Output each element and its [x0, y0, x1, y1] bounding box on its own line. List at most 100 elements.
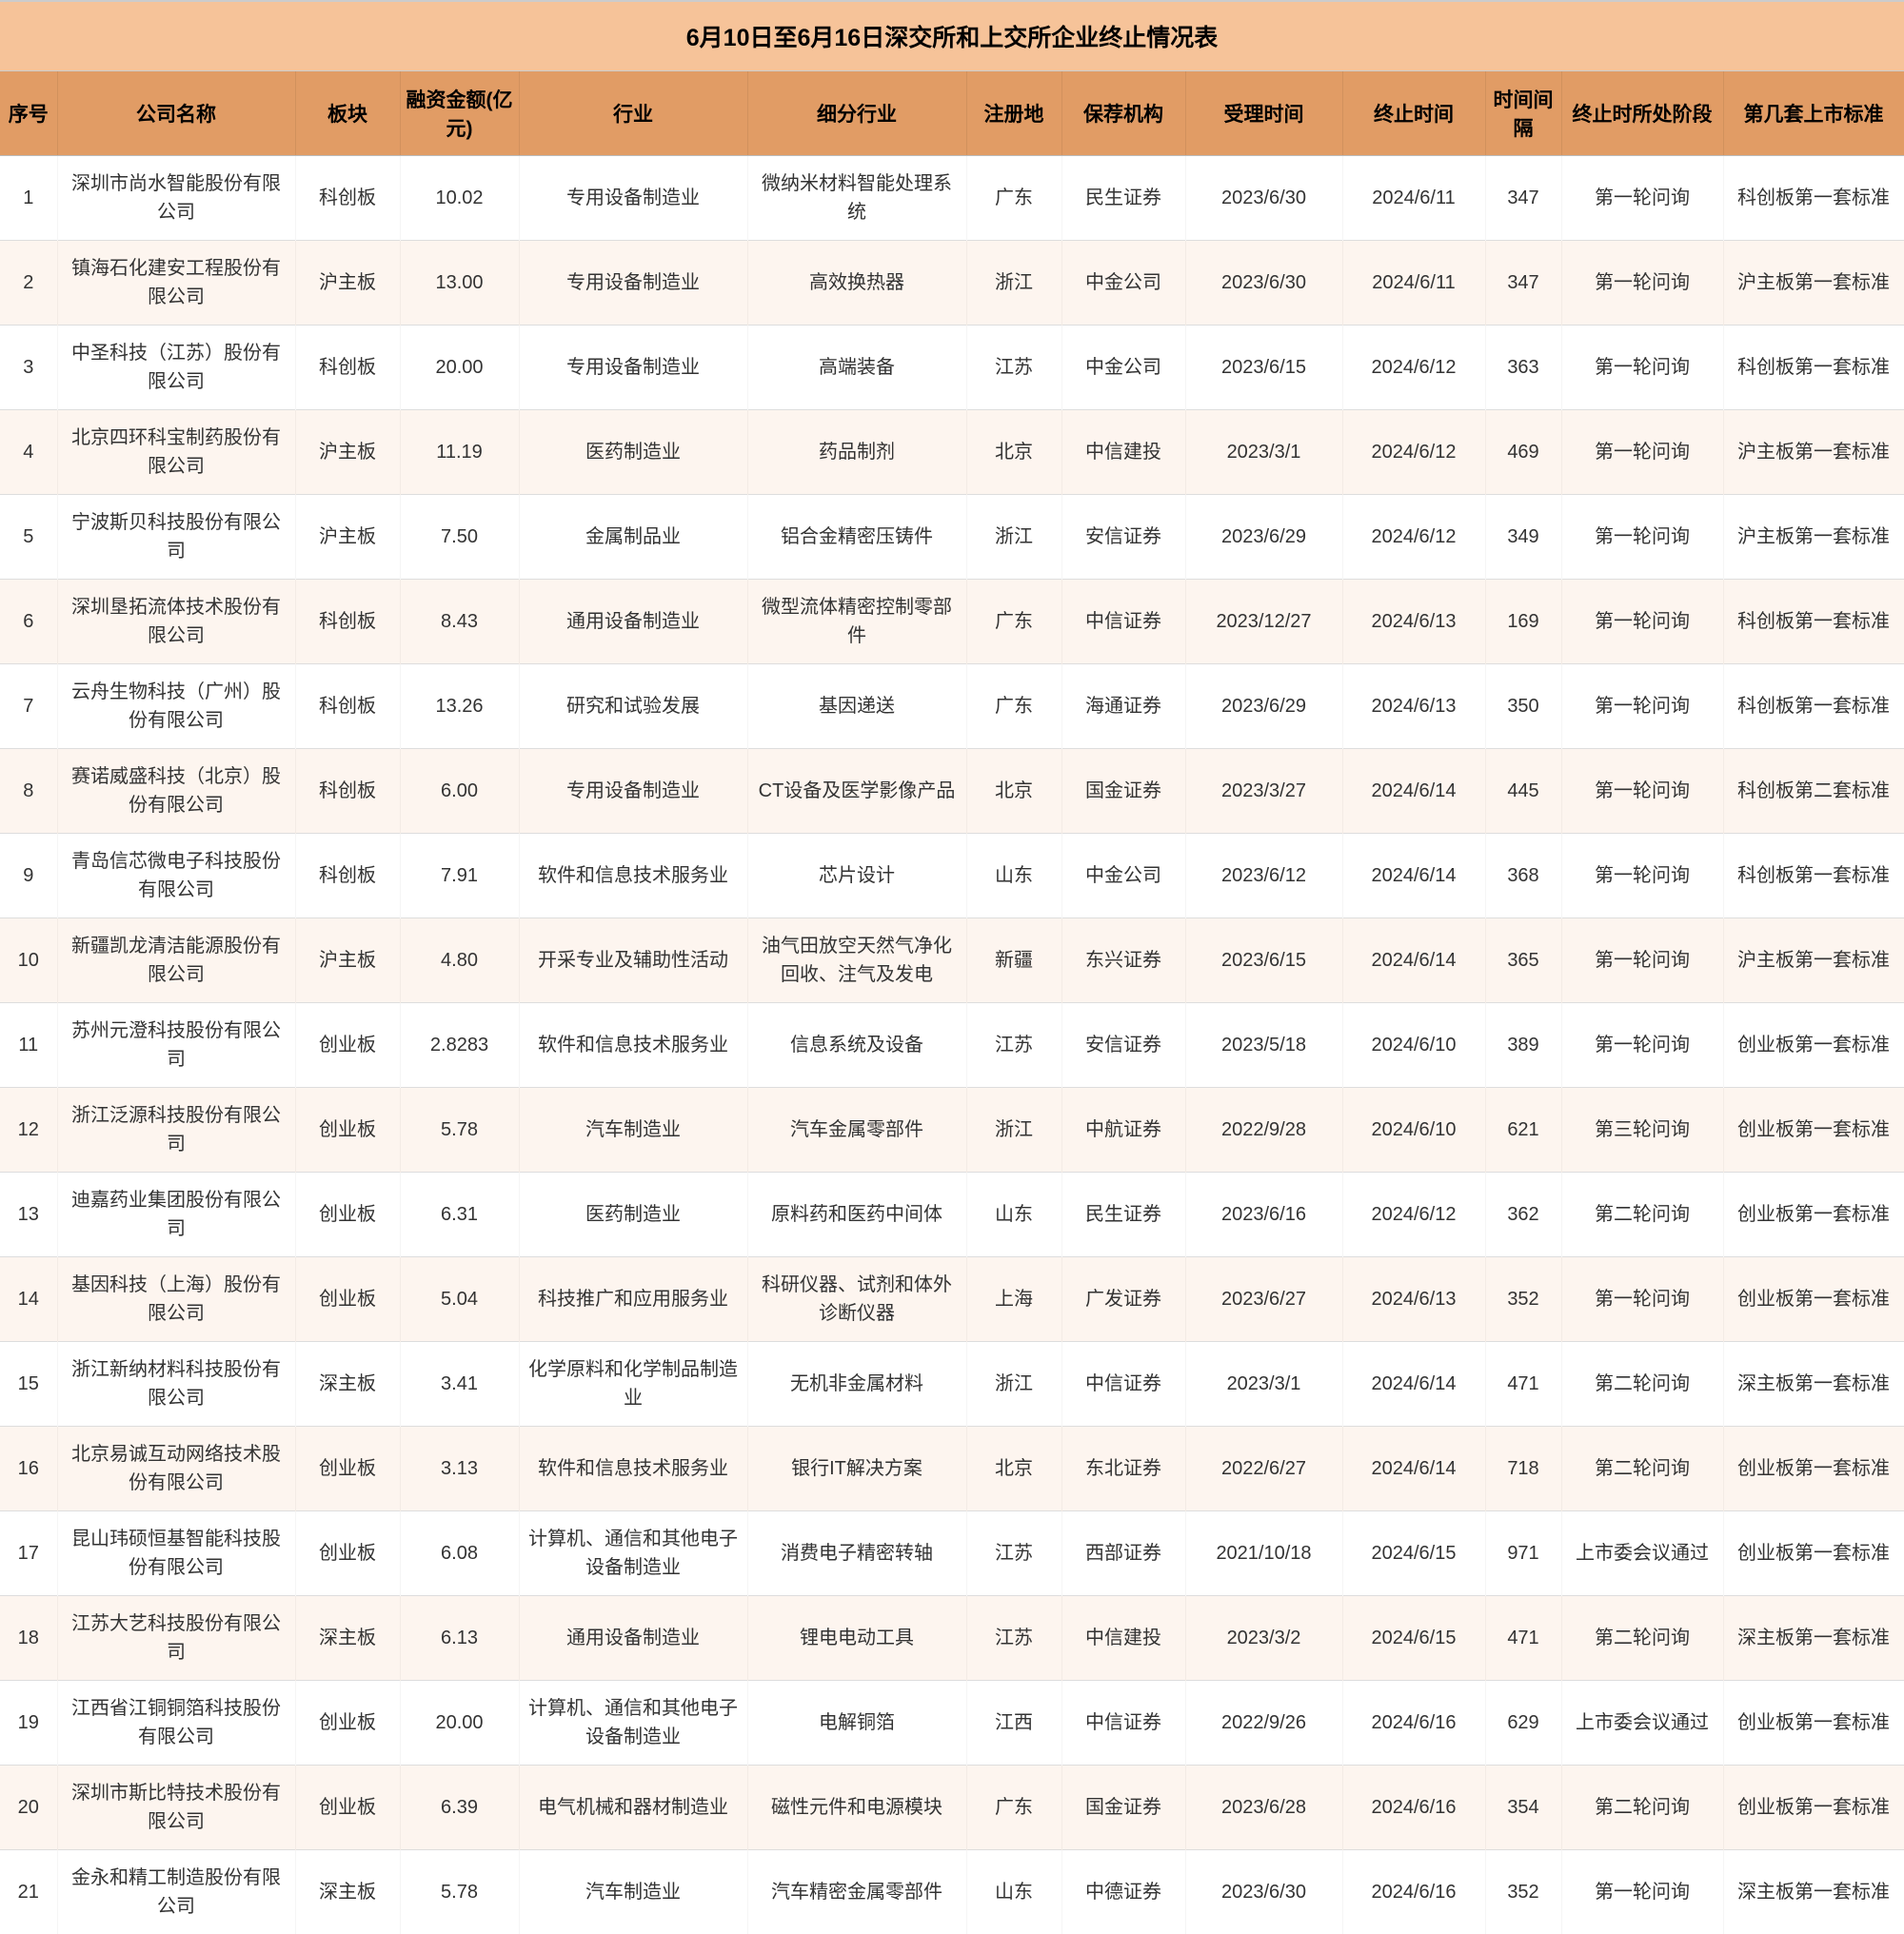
- cell-phase: 第一轮问询: [1561, 1850, 1723, 1934]
- cell-sub: 基因递送: [747, 664, 966, 749]
- cell-reg: 江苏: [966, 1003, 1061, 1088]
- cell-accept: 2023/6/30: [1185, 241, 1342, 326]
- cell-reg: 江苏: [966, 1596, 1061, 1681]
- cell-reg: 上海: [966, 1257, 1061, 1342]
- cell-reg: 浙江: [966, 495, 1061, 580]
- cell-phase: 第一轮问询: [1561, 156, 1723, 241]
- cell-sponsor: 中信证券: [1061, 1681, 1185, 1766]
- cell-accept: 2023/6/27: [1185, 1257, 1342, 1342]
- cell-name: 镇海石化建安工程股份有限公司: [57, 241, 295, 326]
- cell-term: 2024/6/12: [1342, 410, 1485, 495]
- cell-term: 2024/6/15: [1342, 1511, 1485, 1596]
- cell-amount: 3.41: [400, 1342, 519, 1427]
- cell-name: 江西省江铜铜箔科技股份有限公司: [57, 1681, 295, 1766]
- cell-board: 创业板: [295, 1766, 400, 1850]
- cell-term: 2024/6/10: [1342, 1003, 1485, 1088]
- cell-board: 创业板: [295, 1003, 400, 1088]
- cell-std: 深主板第一套标准: [1723, 1342, 1904, 1427]
- cell-phase: 第一轮问询: [1561, 410, 1723, 495]
- table-row: 3中圣科技（江苏）股份有限公司科创板20.00专用设备制造业高端装备江苏中金公司…: [0, 326, 1904, 410]
- cell-std: 沪主板第一套标准: [1723, 918, 1904, 1003]
- cell-industry: 研究和试验发展: [519, 664, 747, 749]
- cell-accept: 2023/6/28: [1185, 1766, 1342, 1850]
- cell-industry: 科技推广和应用服务业: [519, 1257, 747, 1342]
- cell-name: 基因科技（上海）股份有限公司: [57, 1257, 295, 1342]
- cell-board: 创业板: [295, 1681, 400, 1766]
- cell-days: 352: [1485, 1257, 1561, 1342]
- cell-sponsor: 中金公司: [1061, 241, 1185, 326]
- cell-name: 江苏大艺科技股份有限公司: [57, 1596, 295, 1681]
- cell-sponsor: 民生证券: [1061, 1173, 1185, 1257]
- cell-sponsor: 海通证券: [1061, 664, 1185, 749]
- col-header-11: 终止时所处阶段: [1561, 71, 1723, 156]
- cell-seq: 13: [0, 1173, 57, 1257]
- cell-amount: 5.78: [400, 1850, 519, 1934]
- cell-amount: 4.80: [400, 918, 519, 1003]
- cell-accept: 2023/3/2: [1185, 1596, 1342, 1681]
- cell-sub: 汽车金属零部件: [747, 1088, 966, 1173]
- cell-name: 昆山玮硕恒基智能科技股份有限公司: [57, 1511, 295, 1596]
- table-row: 21金永和精工制造股份有限公司深主板5.78汽车制造业汽车精密金属零部件山东中德…: [0, 1850, 1904, 1934]
- cell-reg: 山东: [966, 834, 1061, 918]
- cell-days: 471: [1485, 1342, 1561, 1427]
- cell-board: 科创板: [295, 326, 400, 410]
- cell-term: 2024/6/14: [1342, 1427, 1485, 1511]
- cell-term: 2024/6/10: [1342, 1088, 1485, 1173]
- cell-name: 浙江泛源科技股份有限公司: [57, 1088, 295, 1173]
- cell-seq: 16: [0, 1427, 57, 1511]
- cell-sponsor: 民生证券: [1061, 156, 1185, 241]
- cell-sponsor: 国金证券: [1061, 749, 1185, 834]
- cell-name: 云舟生物科技（广州）股份有限公司: [57, 664, 295, 749]
- cell-board: 科创板: [295, 749, 400, 834]
- cell-sub: 原料药和医药中间体: [747, 1173, 966, 1257]
- cell-industry: 通用设备制造业: [519, 1596, 747, 1681]
- table-row: 7云舟生物科技（广州）股份有限公司科创板13.26研究和试验发展基因递送广东海通…: [0, 664, 1904, 749]
- cell-std: 创业板第一套标准: [1723, 1766, 1904, 1850]
- cell-std: 深主板第一套标准: [1723, 1596, 1904, 1681]
- cell-amount: 8.43: [400, 580, 519, 664]
- cell-board: 沪主板: [295, 918, 400, 1003]
- cell-reg: 江苏: [966, 1511, 1061, 1596]
- cell-days: 621: [1485, 1088, 1561, 1173]
- cell-reg: 浙江: [966, 241, 1061, 326]
- table-row: 14基因科技（上海）股份有限公司创业板5.04科技推广和应用服务业科研仪器、试剂…: [0, 1257, 1904, 1342]
- cell-sponsor: 西部证券: [1061, 1511, 1185, 1596]
- cell-industry: 专用设备制造业: [519, 156, 747, 241]
- cell-accept: 2021/10/18: [1185, 1511, 1342, 1596]
- cell-term: 2024/6/12: [1342, 495, 1485, 580]
- col-header-10: 时间间隔: [1485, 71, 1561, 156]
- cell-industry: 专用设备制造业: [519, 241, 747, 326]
- cell-name: 金永和精工制造股份有限公司: [57, 1850, 295, 1934]
- cell-term: 2024/6/12: [1342, 1173, 1485, 1257]
- cell-std: 创业板第一套标准: [1723, 1088, 1904, 1173]
- cell-seq: 12: [0, 1088, 57, 1173]
- cell-term: 2024/6/14: [1342, 1342, 1485, 1427]
- cell-seq: 4: [0, 410, 57, 495]
- cell-phase: 第二轮问询: [1561, 1427, 1723, 1511]
- cell-amount: 13.26: [400, 664, 519, 749]
- cell-std: 沪主板第一套标准: [1723, 410, 1904, 495]
- cell-sub: 银行IT解决方案: [747, 1427, 966, 1511]
- cell-days: 445: [1485, 749, 1561, 834]
- cell-sponsor: 东兴证券: [1061, 918, 1185, 1003]
- cell-industry: 通用设备制造业: [519, 580, 747, 664]
- cell-sub: 微型流体精密控制零部件: [747, 580, 966, 664]
- cell-days: 971: [1485, 1511, 1561, 1596]
- cell-industry: 软件和信息技术服务业: [519, 1003, 747, 1088]
- cell-board: 创业板: [295, 1088, 400, 1173]
- col-header-8: 受理时间: [1185, 71, 1342, 156]
- cell-reg: 江西: [966, 1681, 1061, 1766]
- col-header-3: 融资金额(亿元): [400, 71, 519, 156]
- cell-board: 科创板: [295, 834, 400, 918]
- cell-sponsor: 中信证券: [1061, 580, 1185, 664]
- cell-sponsor: 安信证券: [1061, 1003, 1185, 1088]
- cell-name: 中圣科技（江苏）股份有限公司: [57, 326, 295, 410]
- cell-amount: 6.31: [400, 1173, 519, 1257]
- cell-accept: 2023/6/12: [1185, 834, 1342, 918]
- cell-days: 352: [1485, 1850, 1561, 1934]
- cell-reg: 广东: [966, 156, 1061, 241]
- cell-industry: 开采专业及辅助性活动: [519, 918, 747, 1003]
- col-header-6: 注册地: [966, 71, 1061, 156]
- cell-days: 365: [1485, 918, 1561, 1003]
- cell-reg: 广东: [966, 1766, 1061, 1850]
